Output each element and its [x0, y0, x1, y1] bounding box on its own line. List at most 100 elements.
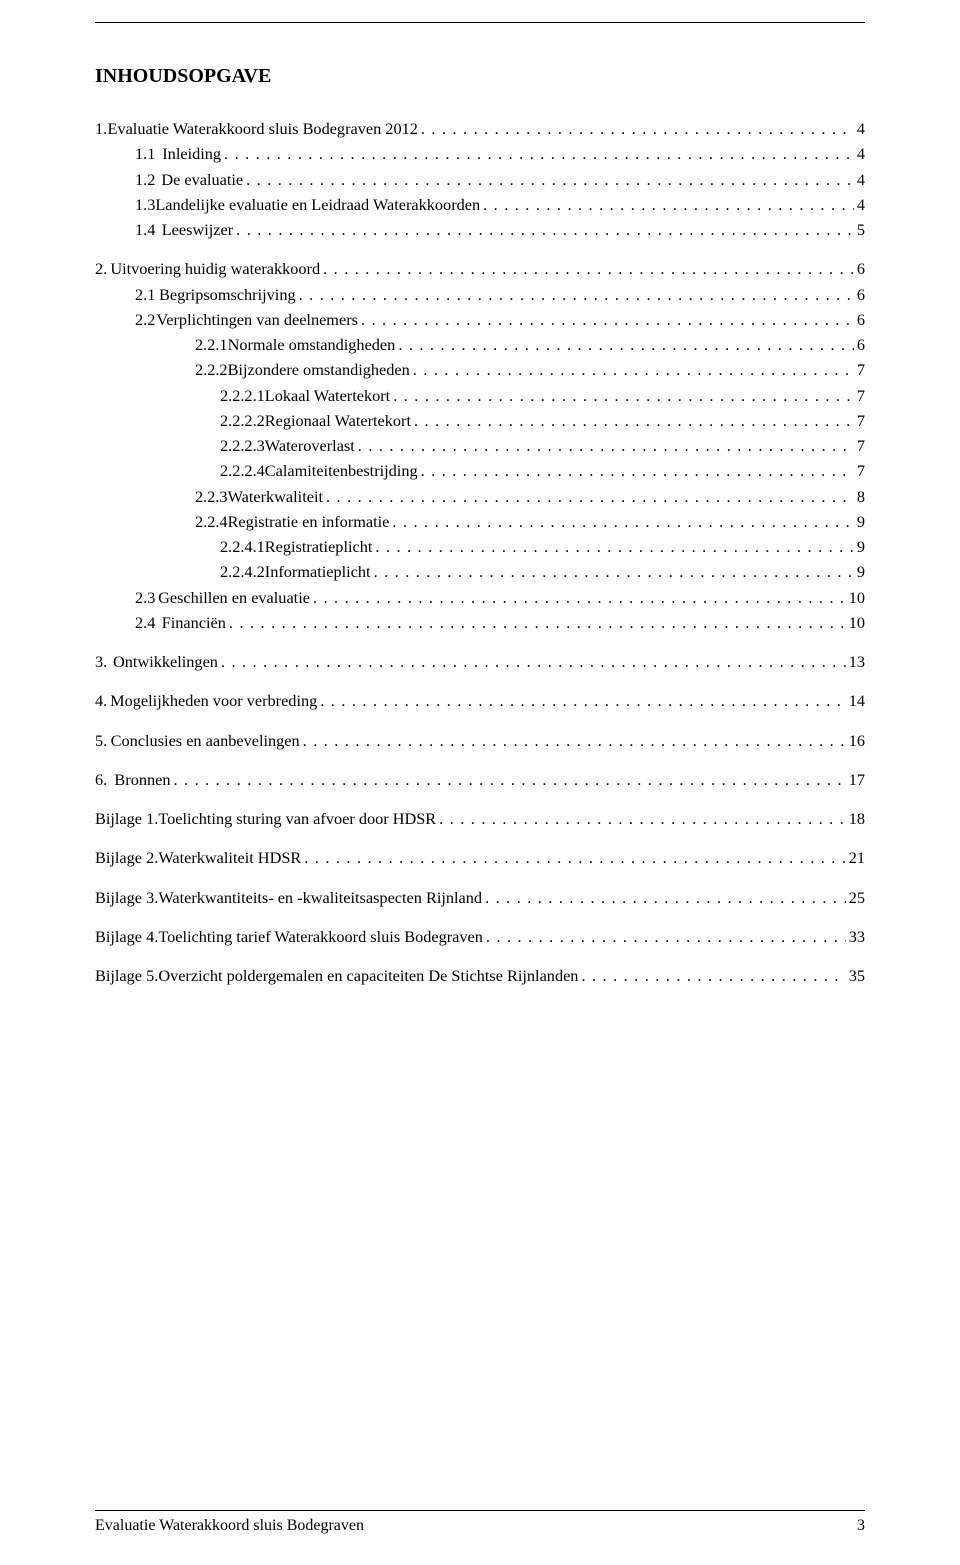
toc-entry-text: Geschillen en evaluatie: [158, 585, 313, 610]
toc-entry: 5.Conclusies en aanbevelingen 16: [95, 728, 865, 753]
toc-entry-text: Bronnen: [114, 767, 173, 792]
footer-page-number: 3: [857, 1517, 865, 1535]
toc-entry-page: 18: [846, 806, 865, 831]
toc-leader: [320, 688, 845, 713]
toc-leader: [374, 559, 854, 584]
toc-entry-page: 7: [854, 357, 865, 382]
toc-leader: [326, 484, 854, 509]
toc-leader: [221, 649, 846, 674]
toc-entry: 3.Ontwikkelingen 13: [95, 649, 865, 674]
toc-entry-text: Informatieplicht: [265, 559, 374, 584]
toc-entry: 2.2.2.2Regionaal Watertekort 7: [95, 408, 865, 433]
toc-entry-page: 7: [854, 408, 865, 433]
toc-entry-page: 7: [854, 458, 865, 483]
toc-entry-number: 1.2: [135, 167, 161, 192]
toc-entry: 2.3Geschillen en evaluatie10: [95, 585, 865, 610]
toc-entry-page: 7: [854, 433, 865, 458]
toc-leader: [375, 534, 853, 559]
toc-entry-page: 13: [846, 649, 865, 674]
toc-entry-number: 2.3: [135, 585, 158, 610]
toc-entry-text: Lokaal Watertekort: [265, 383, 393, 408]
toc-entry-page: 4: [854, 167, 865, 192]
toc-title: INHOUDSOPGAVE: [95, 65, 865, 88]
toc-entry-text: Regionaal Watertekort: [265, 408, 414, 433]
toc-leader: [393, 383, 854, 408]
toc-entry: 1.4Leeswijzer5: [95, 217, 865, 242]
toc-entry-number: 2.2.1: [195, 332, 228, 357]
toc-entry-page: 4: [854, 116, 865, 141]
toc-entry-number: 2.4: [135, 610, 162, 635]
toc-entry-number: 2.2.2: [195, 357, 228, 382]
toc-entry-text: Toelichting sturing van afvoer door HDSR: [158, 806, 439, 831]
toc-entry: 6.Bronnen17: [95, 767, 865, 792]
toc-entry-number: 2.1: [135, 282, 159, 307]
toc-leader: [358, 433, 854, 458]
toc-entry: 2.2.2.3Wateroverlast 7: [95, 433, 865, 458]
toc-entry-page: 17: [846, 767, 865, 792]
toc-leader: [323, 256, 854, 281]
toc-entry-page: 25: [846, 885, 865, 910]
toc-list: 1.Evaluatie Waterakkoord sluis Bodegrave…: [95, 116, 865, 988]
toc-entry-number: Bijlage 2.: [95, 845, 158, 870]
toc-entry-page: 5: [854, 217, 865, 242]
toc-entry-number: 2.2.4.1: [220, 534, 265, 559]
toc-leader: [224, 141, 854, 166]
toc-entry-text: Conclusies en aanbevelingen: [111, 728, 303, 753]
toc-entry-number: 2.: [95, 256, 110, 281]
toc-entry-page: 4: [854, 192, 865, 217]
toc-entry-text: Waterkwantiteits- en -kwaliteitsaspecten…: [158, 885, 485, 910]
toc-entry-text: Ontwikkelingen: [113, 649, 221, 674]
toc-entry: 2.2.2.1Lokaal Watertekort 7: [95, 383, 865, 408]
toc-entry-number: 1.3: [135, 192, 155, 217]
toc-leader: [485, 885, 846, 910]
toc-leader: [236, 217, 854, 242]
toc-entry-number: 3.: [95, 649, 113, 674]
toc-entry: 2.2.1Normale omstandigheden6: [95, 332, 865, 357]
toc-entry-page: 6: [854, 282, 865, 307]
toc-entry-text: Overzicht poldergemalen en capaciteiten …: [158, 963, 581, 988]
toc-entry-text: Uitvoering huidig waterakkoord: [110, 256, 323, 281]
footer-rule: [95, 1510, 865, 1511]
toc-entry-text: Registratieplicht: [265, 534, 376, 559]
toc-entry: 2.2.4Registratie en informatie9: [95, 509, 865, 534]
toc-entry-text: Mogelijkheden voor verbreding: [110, 688, 320, 713]
toc-leader: [486, 924, 846, 949]
toc-entry: 2.2.4.1Registratieplicht 9: [95, 534, 865, 559]
toc-entry-text: Begripsomschrijving: [159, 282, 299, 307]
toc-entry-text: Financiën: [162, 610, 229, 635]
toc-entry-page: 8: [854, 484, 865, 509]
toc-entry: Bijlage 4.Toelichting tarief Waterakkoor…: [95, 924, 865, 949]
toc-entry: 2.2.4.2Informatieplicht 9: [95, 559, 865, 584]
toc-entry-page: 10: [846, 610, 865, 635]
toc-entry-number: 1.1: [135, 141, 162, 166]
toc-entry-text: Registratie en informatie: [228, 509, 393, 534]
toc-leader: [173, 767, 845, 792]
toc-entry-number: Bijlage 1.: [95, 806, 158, 831]
toc-leader: [229, 610, 846, 635]
toc-entry: 1.1Inleiding4: [95, 141, 865, 166]
toc-entry: 2.2.3Waterkwaliteit8: [95, 484, 865, 509]
toc-entry: 2.2.2Bijzondere omstandigheden7: [95, 357, 865, 382]
footer-doc-title: Evaluatie Waterakkoord sluis Bodegraven: [95, 1517, 364, 1535]
toc-entry-page: 7: [854, 383, 865, 408]
toc-entry: Bijlage 2.Waterkwaliteit HDSR21: [95, 845, 865, 870]
toc-entry: 1.Evaluatie Waterakkoord sluis Bodegrave…: [95, 116, 865, 141]
toc-entry: Bijlage 1.Toelichting sturing van afvoer…: [95, 806, 865, 831]
toc-entry-text: De evaluatie: [161, 167, 246, 192]
toc-leader: [313, 585, 846, 610]
toc-entry-number: 2.2.4.2: [220, 559, 265, 584]
toc-entry-text: Waterkwaliteit: [228, 484, 326, 509]
toc-entry-page: 33: [846, 924, 865, 949]
toc-entry-page: 14: [846, 688, 865, 713]
toc-entry-number: 2.2: [135, 307, 156, 332]
toc-entry-page: 6: [854, 307, 865, 332]
toc-entry: Bijlage 5.Overzicht poldergemalen en cap…: [95, 963, 865, 988]
toc-leader: [483, 192, 854, 217]
toc-entry-page: 16: [846, 728, 865, 753]
toc-entry-number: 5.: [95, 728, 111, 753]
toc-entry-number: 2.2.4: [195, 509, 228, 534]
toc-entry: 2.2Verplichtingen van deelnemers6: [95, 307, 865, 332]
toc-entry-page: 6: [854, 256, 865, 281]
toc-entry-number: 2.2.2.1: [220, 383, 265, 408]
toc-entry-text: Calamiteitenbestrijding: [265, 458, 421, 483]
